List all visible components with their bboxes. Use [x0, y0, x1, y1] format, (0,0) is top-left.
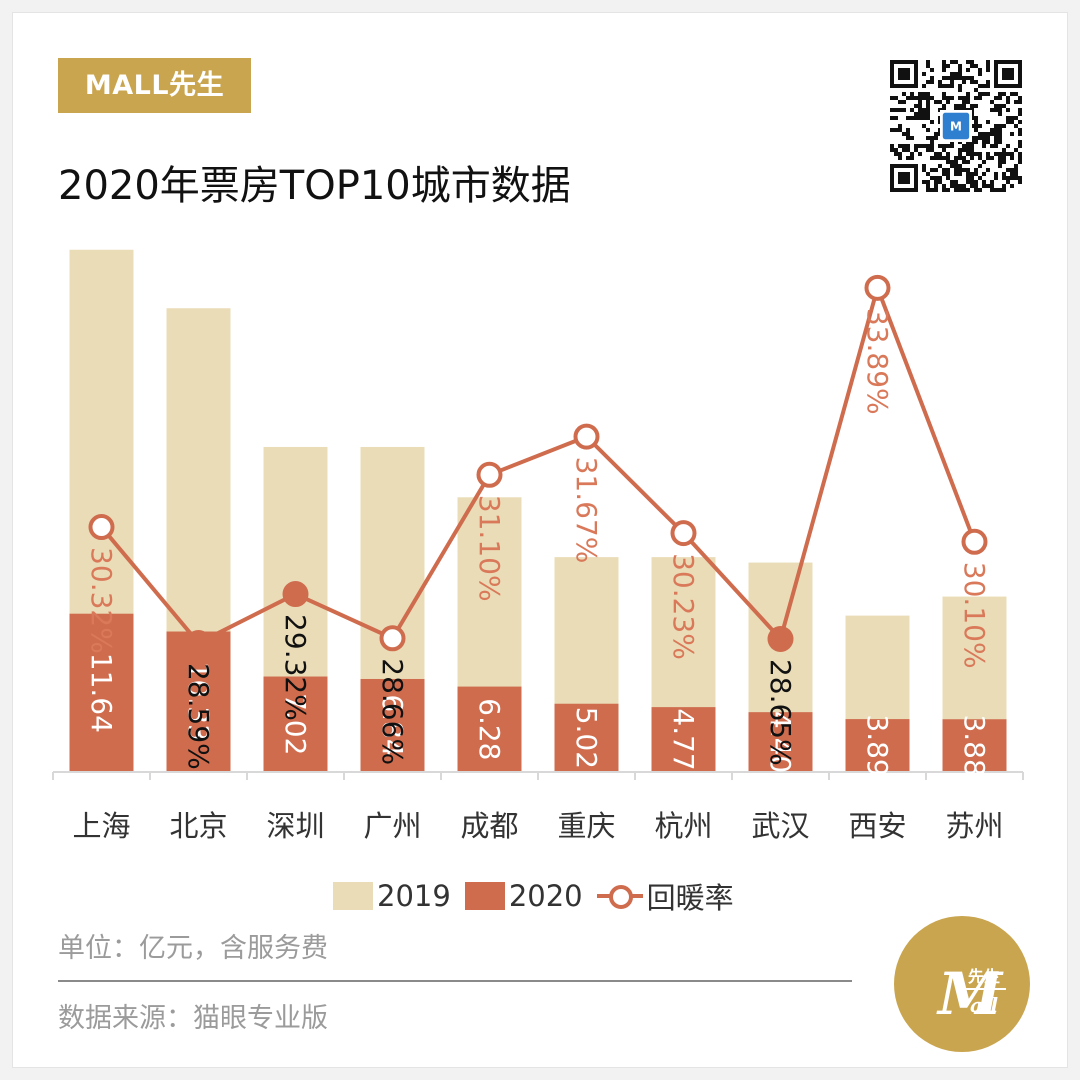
recovery-rate-label: 29.32% — [279, 614, 312, 721]
brand-tag: MALL先生 — [58, 58, 251, 113]
source-note: 数据来源：猫眼专业版 — [58, 1003, 328, 1034]
bar-2020 — [554, 703, 619, 772]
recovery-rate-point — [476, 461, 503, 488]
bar-2020-value-label: 6.84 — [376, 694, 409, 756]
x-tick-label: 深圳 — [266, 809, 324, 843]
bar-2020-value-label: 7.02 — [279, 693, 312, 755]
recovery-rate-point — [379, 625, 406, 652]
x-tick-label: 广州 — [363, 809, 421, 843]
recovery-rate-label: 30.32% — [85, 547, 118, 654]
recovery-rate-point — [88, 514, 115, 541]
bar-2020-value-label: 4.40 — [764, 711, 797, 773]
legend-item-2019: 2019 — [333, 879, 451, 913]
bar-2020 — [360, 678, 425, 772]
recovery-rate-label: 31.67% — [570, 457, 603, 564]
x-tick-label: 苏州 — [945, 809, 1003, 843]
recovery-rate-point — [864, 274, 891, 301]
legend-label-recovery: 回暖率 — [646, 881, 734, 915]
unit-note: 单位：亿元，含服务费 — [58, 933, 328, 964]
legend-swatch-2020 — [464, 882, 505, 910]
mall-logo-mark: M 先生 all — [936, 960, 1006, 1028]
qr-code: M — [890, 60, 1022, 192]
svg-text:M: M — [950, 119, 962, 133]
bar-2020 — [845, 719, 910, 772]
legend: 2019 2020 回暖率 — [333, 874, 748, 918]
bar-2020-value-label: 5.02 — [570, 707, 603, 769]
x-tick-label: 杭州 — [654, 809, 712, 843]
page-title: 2020年票房TOP10城市数据 — [58, 163, 571, 209]
recovery-rate-label: 33.89% — [861, 308, 894, 415]
x-tick-label: 上海 — [72, 809, 130, 843]
legend-label-2020: 2020 — [508, 879, 583, 913]
bar-2020-value-label: 10.33 — [182, 662, 215, 742]
legend-line-marker-icon — [596, 882, 643, 910]
x-tick-label: 重庆 — [557, 809, 615, 843]
recovery-rate-point — [767, 625, 794, 652]
mall-logo: M 先生 all — [894, 916, 1030, 1052]
recovery-rate-label: 28.66% — [376, 658, 409, 765]
recovery-rate-label: 31.10% — [473, 495, 506, 602]
x-tick-label: 成都 — [460, 809, 518, 843]
x-tick-label: 北京 — [169, 809, 227, 843]
bar-2020 — [651, 707, 716, 772]
logo-small-top: 先生 — [968, 967, 1000, 986]
bar-2020-value-label: 3.89 — [861, 714, 894, 776]
bar-2020-value-label: 4.77 — [667, 708, 700, 770]
recovery-rate-point — [961, 528, 988, 555]
recovery-rate-point — [573, 423, 600, 450]
bar-2020 — [69, 613, 134, 772]
recovery-rate-point — [670, 520, 697, 547]
recovery-rate-point — [185, 629, 212, 656]
bar-2020-value-label: 6.28 — [473, 698, 506, 760]
bar-2020 — [748, 712, 813, 772]
recovery-rate-label: 28.59% — [182, 663, 215, 770]
legend-swatch-2019 — [333, 882, 373, 910]
recovery-rate-label: 28.65% — [764, 659, 797, 766]
recovery-rate-point — [282, 581, 309, 608]
legend-item-recovery: 回暖率 — [596, 875, 734, 917]
bar-2020-value-label: 3.88 — [958, 714, 991, 776]
legend-label-2019: 2019 — [377, 879, 451, 913]
logo-small-bottom: all — [970, 993, 999, 1017]
bar-2020 — [942, 719, 1007, 772]
logo-letter-m: M — [936, 960, 1004, 1028]
x-tick-label: 武汉 — [751, 809, 809, 843]
divider — [58, 980, 852, 982]
x-tick-label: 西安 — [848, 809, 906, 843]
recovery-rate-line — [99, 285, 977, 645]
bar-2020 — [457, 686, 522, 772]
recovery-rate-label: 30.23% — [667, 553, 700, 660]
recovery-rate-label: 30.10% — [958, 562, 991, 669]
bar-2020-value-label: 11.64 — [85, 653, 118, 733]
legend-item-2020: 2020 — [464, 879, 583, 913]
bar-2020 — [263, 676, 328, 772]
